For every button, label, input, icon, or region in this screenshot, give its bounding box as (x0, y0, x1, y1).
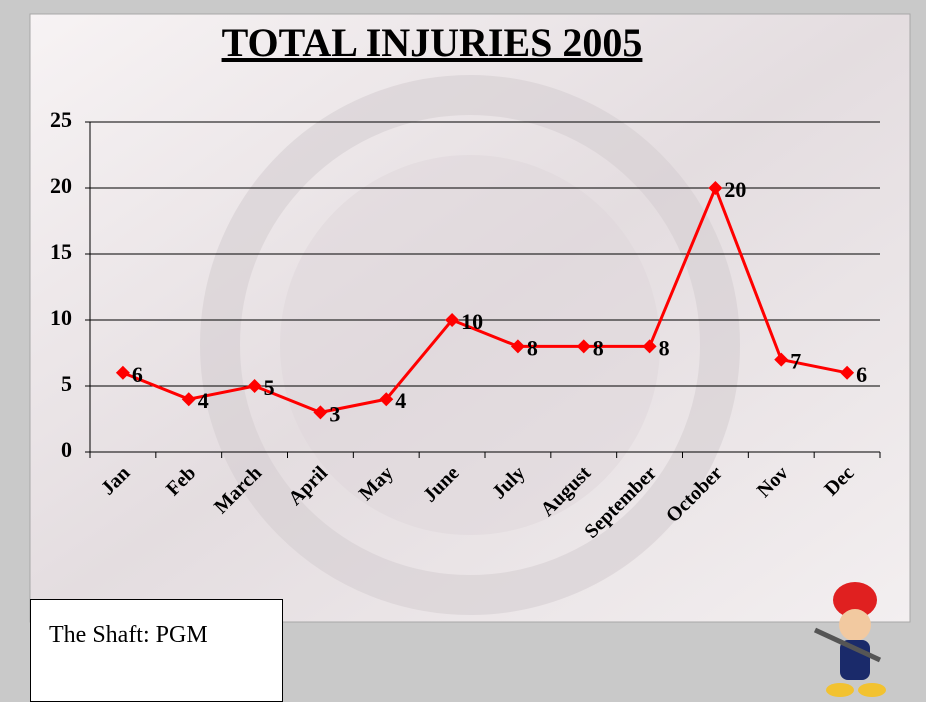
y-tick-label: 20 (50, 173, 72, 198)
y-tick-label: 10 (50, 305, 72, 330)
data-label: 10 (461, 309, 483, 334)
data-label: 3 (329, 401, 340, 426)
data-label: 20 (724, 177, 746, 202)
page: {"chart_data": {"type": "line", "title":… (0, 0, 926, 702)
chart-title: TOTAL INJURIES 2005 (222, 20, 643, 65)
data-label: 8 (659, 335, 670, 360)
data-label: 4 (395, 388, 406, 413)
data-label: 6 (132, 362, 143, 387)
data-label: 7 (790, 349, 801, 374)
y-tick-label: 25 (50, 107, 72, 132)
data-label: 6 (856, 362, 867, 387)
data-label: 8 (593, 335, 604, 360)
data-label: 5 (264, 375, 275, 400)
y-tick-label: 15 (50, 239, 72, 264)
chart: TOTAL INJURIES 2005 0510152025JanFebMarc… (0, 0, 926, 702)
footer-text: The Shaft: PGM (49, 622, 208, 649)
footer-box: The Shaft: PGM (30, 599, 283, 702)
data-label: 4 (198, 388, 209, 413)
y-tick-label: 5 (61, 371, 72, 396)
data-label: 8 (527, 335, 538, 360)
y-tick-label: 0 (61, 437, 72, 462)
